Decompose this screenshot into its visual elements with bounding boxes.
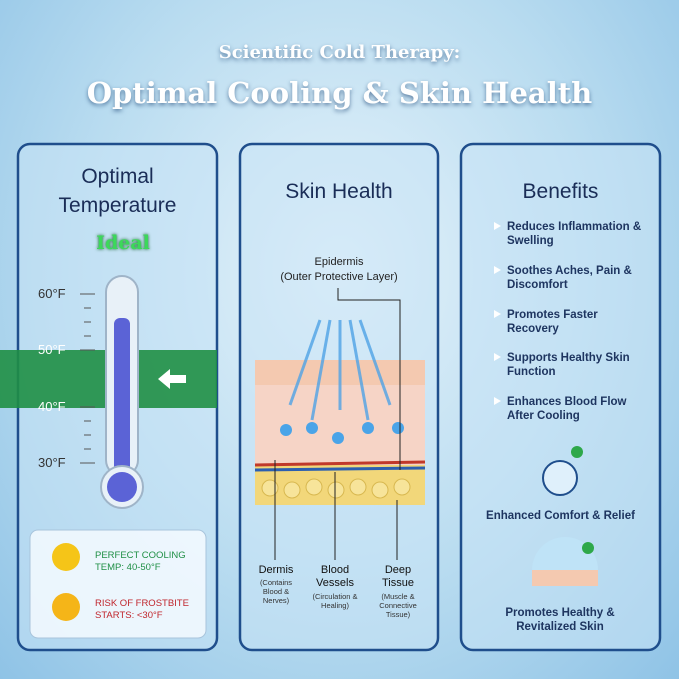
skin-icon xyxy=(532,537,598,570)
layer-caption: (Circulation & Healing) xyxy=(312,592,358,610)
thermometer-fill xyxy=(114,318,130,478)
panel xyxy=(459,142,662,652)
layer-label: Epidermis xyxy=(314,256,364,268)
benefit-item: Promotes Faster Recovery xyxy=(507,309,598,335)
benefit-item: Reduces Inflammation & Swelling xyxy=(507,221,642,247)
title: Scientific Cold Therapy: xyxy=(218,42,461,63)
ideal-badge: Ideal xyxy=(96,232,150,254)
thermometer-bulb xyxy=(107,472,137,502)
panel-title: Optimal Temperature xyxy=(58,165,177,217)
skin-icon-base xyxy=(532,570,598,586)
layer-label: Deep Tissue xyxy=(382,564,414,589)
scale-ticks xyxy=(80,293,95,464)
benefit-item: Soothes Aches, Pain & Discomfort xyxy=(507,265,632,291)
scale-label: 30°F xyxy=(38,455,66,470)
subtitle: Optimal Cooling & Skin Health xyxy=(86,76,593,110)
bullets xyxy=(494,222,501,405)
leader-lines xyxy=(274,288,401,560)
benefit-item: Enhances Blood Flow After Cooling xyxy=(507,396,627,422)
check-icon xyxy=(582,542,594,554)
layer-caption: (Contains Blood & Nerves) xyxy=(259,578,293,605)
layer-caption: (Muscle & Connective Tissue) xyxy=(379,592,417,619)
arrow-icon xyxy=(158,369,186,389)
panel-title: Benefits xyxy=(522,180,599,203)
benefit-item: Supports Healthy Skin Function xyxy=(507,352,630,378)
icon-caption: Enhanced Comfort & Relief xyxy=(486,510,635,522)
layer-label: Blood Vessels xyxy=(316,564,354,589)
layer-label: Dermis xyxy=(258,564,294,576)
check-icon xyxy=(571,446,583,458)
legend-text: RISK OF FROSTBITE STARTS: <30°F xyxy=(95,598,189,621)
scale-label: 50°F xyxy=(38,342,66,357)
legend-text: PERFECT COOLING TEMP: 40-50°F xyxy=(95,550,186,573)
icon-caption: Promotes Healthy & Revitalized Skin xyxy=(505,607,615,633)
comfort-icon xyxy=(542,460,578,496)
scale-label: 60°F xyxy=(38,286,66,301)
skin-illustration xyxy=(254,319,426,505)
panel-title: Skin Health xyxy=(285,180,393,203)
sad-emoji xyxy=(52,593,80,621)
layer-caption: (Outer Protective Layer) xyxy=(280,271,398,283)
scale-label: 40°F xyxy=(38,399,66,414)
happy-emoji xyxy=(52,543,80,571)
